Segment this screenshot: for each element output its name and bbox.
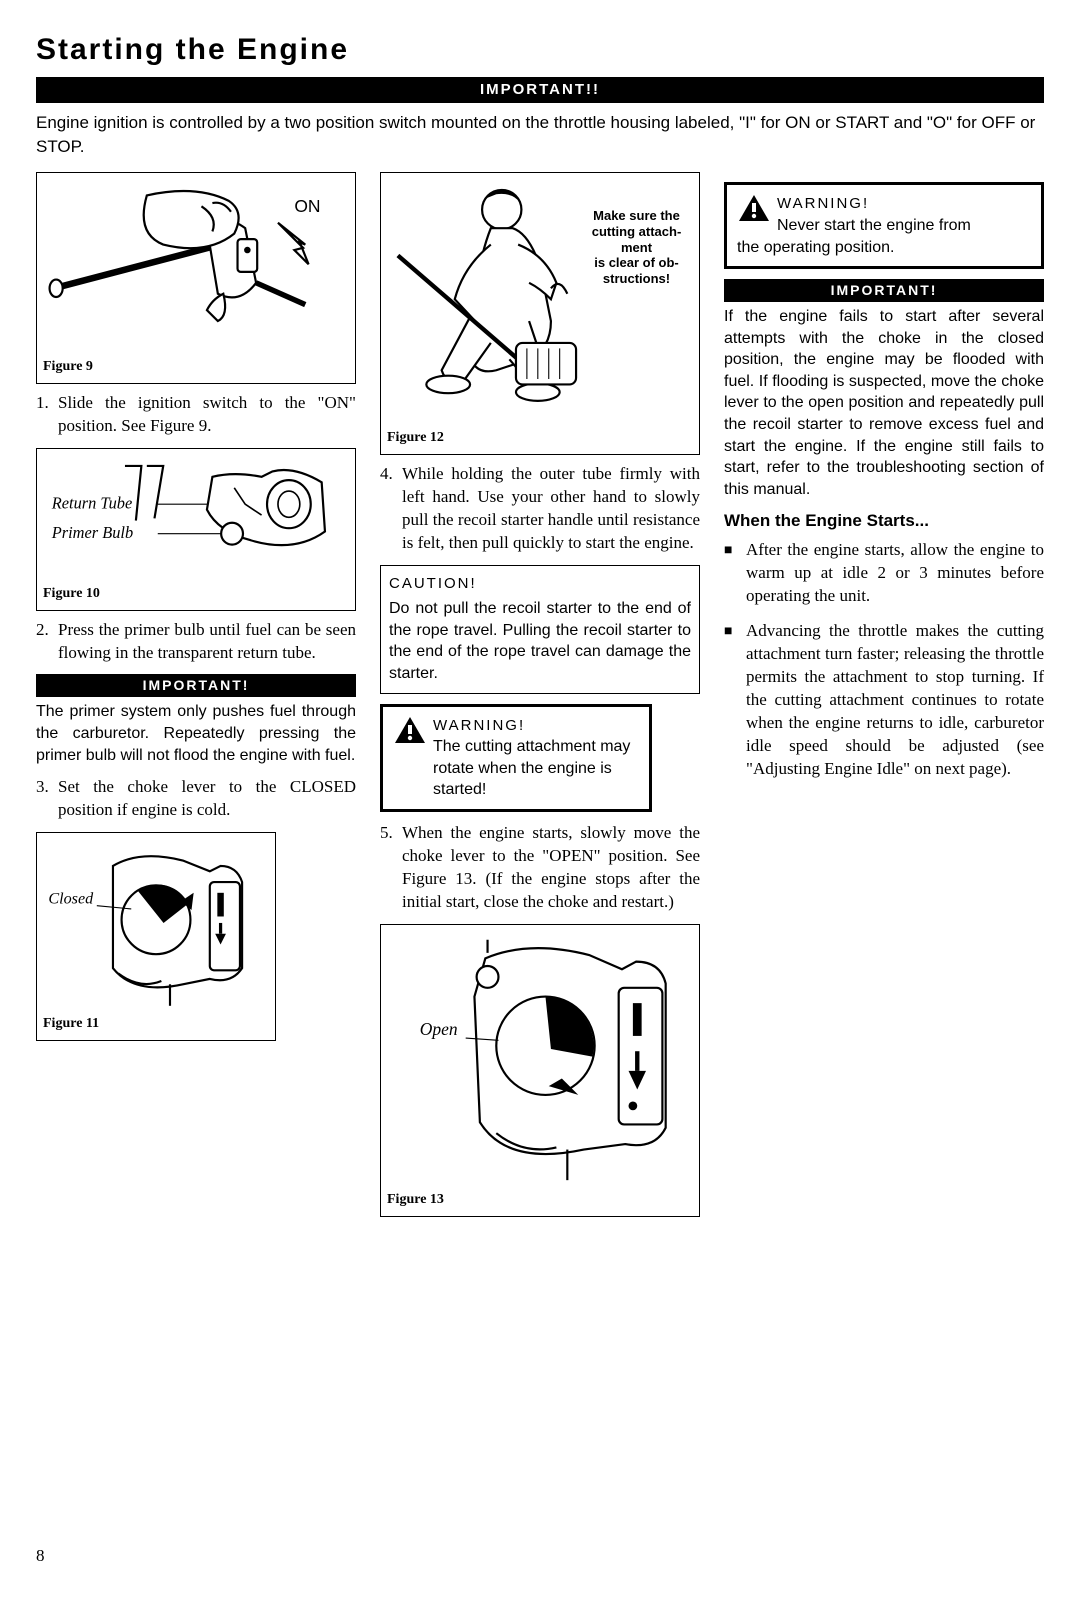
step-5: When the engine starts, slowly move the … xyxy=(380,822,700,914)
col1-important-text: The primer system only pushes fuel throu… xyxy=(36,701,356,766)
caution-box: CAUTION! Do not pull the recoil starter … xyxy=(380,565,700,694)
col3-important-bar: IMPORTANT! xyxy=(724,279,1044,302)
figure-11-label: Figure 11 xyxy=(43,1016,99,1031)
on-label: ON xyxy=(294,196,320,216)
warn-title-3: WARNING! xyxy=(777,195,869,212)
figure-13-label: Figure 13 xyxy=(387,1192,444,1207)
steps-1: Slide the ignition switch to the "ON" po… xyxy=(36,392,356,438)
figure-13: Open Figure 13 xyxy=(380,924,700,1218)
step-1: Slide the ignition switch to the "ON" po… xyxy=(36,392,356,438)
figure-9: ON Figure 9 xyxy=(36,172,356,384)
figure-12: Make sure the cutting attach- ment is cl… xyxy=(380,172,700,455)
svg-text:Return Tube: Return Tube xyxy=(51,494,133,513)
svg-text:Closed: Closed xyxy=(48,891,94,908)
svg-text:Open: Open xyxy=(420,1018,458,1038)
figure-10-label: Figure 10 xyxy=(43,586,100,601)
column-2: Make sure the cutting attach- ment is cl… xyxy=(380,172,700,1225)
warn-body-3a: Never start the engine from xyxy=(777,217,971,234)
top-important-bar: IMPORTANT!! xyxy=(36,77,1044,103)
steps-3: Set the choke lever to the CLOSED positi… xyxy=(36,776,356,822)
figure-9-svg: ON xyxy=(43,179,349,354)
steps-2: Press the primer bulb until fuel can be … xyxy=(36,619,356,665)
warning-box-position: WARNING! Never start the engine from the… xyxy=(724,182,1044,269)
figure-11-svg: Closed xyxy=(43,839,269,1011)
warning-icon xyxy=(393,715,427,745)
figure-11: Closed Figure 11 xyxy=(36,832,276,1041)
when-engine-starts: When the Engine Starts... xyxy=(724,510,1044,533)
figure-10: Return Tube Primer Bulb Figure 10 xyxy=(36,448,356,611)
warning-icon xyxy=(737,193,771,223)
svg-text:Primer Bulb: Primer Bulb xyxy=(51,523,133,542)
warn-title: WARNING! xyxy=(433,717,525,734)
step-4: While holding the outer tube firmly with… xyxy=(380,463,700,555)
caution-title: CAUTION! xyxy=(389,574,691,594)
figure-13-svg: Open xyxy=(387,931,693,1188)
figure-10-svg: Return Tube Primer Bulb xyxy=(43,455,349,581)
figure-9-label: Figure 9 xyxy=(43,359,93,374)
steps-4: While holding the outer tube firmly with… xyxy=(380,463,700,555)
warn-body: The cutting attachment may rotate when t… xyxy=(433,738,630,798)
warning-box-rotate: WARNING! The cutting attachment may rota… xyxy=(380,704,652,812)
step-3: Set the choke lever to the CLOSED positi… xyxy=(36,776,356,822)
column-1: ON Figure 9 Slide the ignition switch to… xyxy=(36,172,356,1225)
figure-12-label: Figure 12 xyxy=(387,430,444,445)
steps-5: When the engine starts, slowly move the … xyxy=(380,822,700,914)
engine-bullets: After the engine starts, allow the engin… xyxy=(724,539,1044,780)
intro-text: Engine ignition is controlled by a two p… xyxy=(36,111,1044,159)
column-3: WARNING! Never start the engine from the… xyxy=(724,172,1044,1225)
col3-important-text: If the engine fails to start after sever… xyxy=(724,306,1044,500)
col1-important-bar: IMPORTANT! xyxy=(36,674,356,697)
fig12-note: Make sure the cutting attach- ment is cl… xyxy=(584,208,689,286)
bullet-1: After the engine starts, allow the engin… xyxy=(724,539,1044,608)
bullet-2: Advancing the throttle makes the cutting… xyxy=(724,620,1044,781)
page-number: 8 xyxy=(36,1545,1044,1568)
caution-body: Do not pull the recoil starter to the en… xyxy=(389,598,691,684)
warn-body-3b: the operating position. xyxy=(737,239,894,256)
columns: ON Figure 9 Slide the ignition switch to… xyxy=(36,172,1044,1225)
page-title: Starting the Engine xyxy=(36,30,1044,71)
step-2: Press the primer bulb until fuel can be … xyxy=(36,619,356,665)
